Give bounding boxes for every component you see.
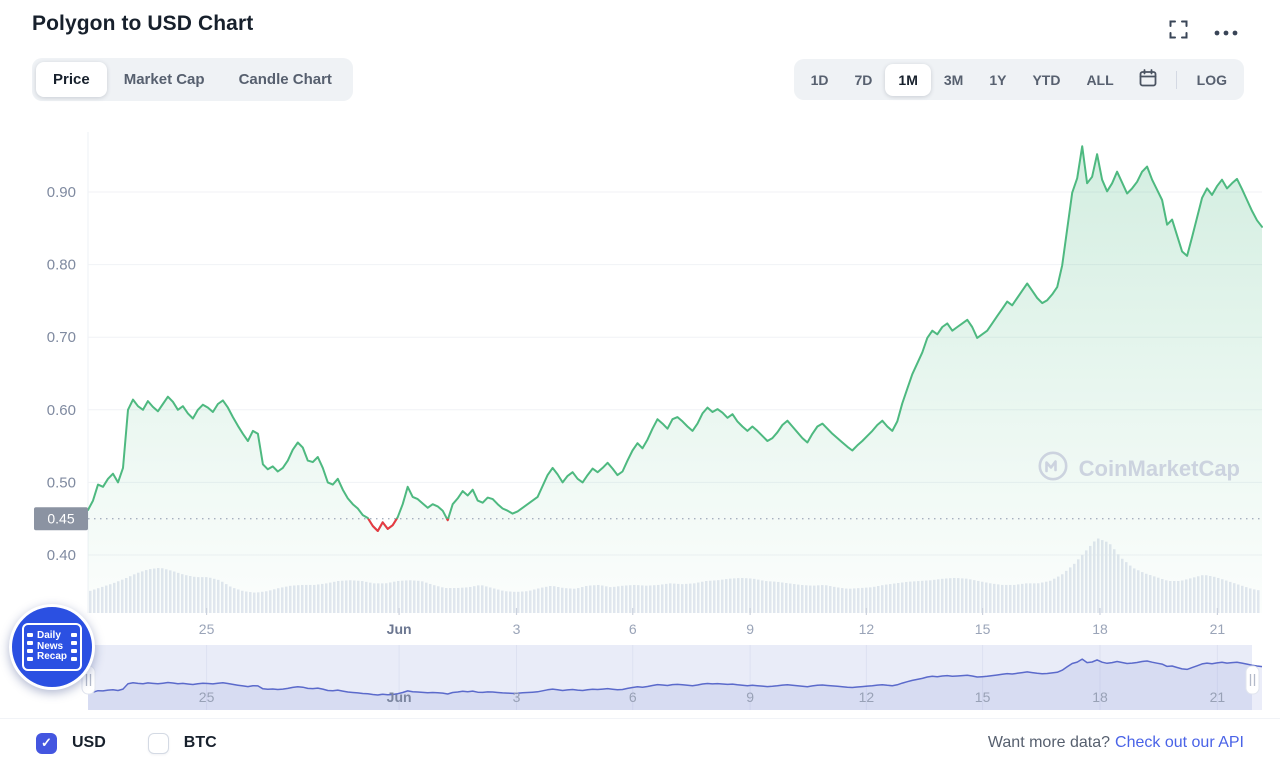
btc-label: BTC: [183, 734, 217, 751]
filmstrip-icon: Daily News Recap: [22, 623, 82, 671]
calendar-icon: [1139, 69, 1157, 90]
svg-text:0.45: 0.45: [47, 511, 74, 527]
range-ytd-button[interactable]: YTD: [1019, 64, 1073, 96]
x-axis-label: 9: [746, 621, 754, 637]
x-axis-label: 12: [859, 621, 875, 637]
x-axis-label: Jun: [387, 621, 412, 637]
daily-news-recap-badge[interactable]: Daily News Recap: [9, 604, 95, 690]
navigator-label: 18: [1092, 689, 1108, 705]
tab-price[interactable]: Price: [36, 62, 107, 97]
tab-market-cap[interactable]: Market Cap: [107, 62, 222, 97]
usd-checkbox[interactable]: [36, 732, 57, 754]
y-axis-label: 0.40: [47, 547, 76, 564]
x-axis-label: 15: [975, 621, 991, 637]
time-range-toolbar: 1D 7D 1M 3M 1Y YTD ALL LOG: [793, 59, 1244, 100]
chart-region: 0.90 0.80 0.70 0.60 0.50 0.40 25 Jun 3 6 9 12 15 18 21…: [0, 108, 1280, 718]
price-chart[interactable]: 0.90 0.80 0.70 0.60 0.50 0.40 25 Jun 3 6 9 12 15 18 21…: [0, 108, 1280, 718]
x-axis: 25 Jun 3 6 9 12 15 18 21: [199, 608, 1226, 637]
chart-toolbar: Price Market Cap Candle Chart 1D 7D 1M 3…: [0, 58, 1280, 101]
navigator-handle-right[interactable]: [1245, 665, 1260, 695]
y-axis-label: 0.70: [47, 329, 76, 346]
api-link[interactable]: Check out our API: [1115, 734, 1244, 751]
toolbar-divider: [1175, 70, 1177, 89]
navigator-label: 21: [1210, 689, 1226, 705]
y-axis-label: 0.50: [47, 474, 76, 491]
chart-header: Polygon to USD Chart: [0, 0, 1280, 42]
navigator-line: [87, 658, 1263, 696]
page-title: Polygon to USD Chart: [32, 12, 254, 35]
navigator-label: 12: [859, 689, 875, 705]
range-3m-button[interactable]: 3M: [931, 64, 976, 96]
log-scale-toggle[interactable]: LOG: [1184, 64, 1240, 96]
range-1m-button[interactable]: 1M: [885, 63, 931, 96]
x-axis-label: 3: [513, 621, 521, 637]
range-1d-button[interactable]: 1D: [798, 64, 842, 96]
navigator-label: 6: [629, 689, 637, 705]
x-axis-label: 25: [199, 621, 215, 637]
price-area: [88, 146, 1262, 614]
y-axis-label: 0.90: [47, 184, 76, 201]
api-prompt-text: Want more data?: [987, 734, 1111, 751]
btc-checkbox[interactable]: [147, 732, 169, 754]
navigator-label: 9: [746, 689, 754, 705]
fullscreen-icon: [1169, 20, 1188, 42]
reference-price-badge: 0.45: [34, 507, 88, 531]
x-axis-label: 18: [1092, 621, 1108, 637]
range-1y-button[interactable]: 1Y: [976, 64, 1019, 96]
date-range-picker-button[interactable]: [1127, 63, 1169, 96]
chart-footer: USD BTC Want more data?Check out our API: [0, 718, 1280, 767]
navigator-label: Jun: [387, 689, 412, 705]
price-line: [87, 145, 1263, 532]
navigator[interactable]: 25 Jun 3 6 9 12 15 18 21: [81, 645, 1263, 710]
ellipsis-icon: [1214, 24, 1238, 39]
btc-toggle[interactable]: BTC: [147, 732, 217, 754]
chart-type-tabs: Price Market Cap Candle Chart: [32, 58, 353, 101]
x-axis-label: 21: [1210, 621, 1226, 637]
navigator-label: 25: [199, 689, 215, 705]
x-axis-label: 6: [629, 621, 637, 637]
navigator-label: 15: [975, 689, 991, 705]
tab-candle-chart[interactable]: Candle Chart: [222, 62, 349, 97]
range-all-button[interactable]: ALL: [1073, 64, 1126, 96]
y-axis-label: 0.60: [47, 402, 76, 419]
y-axis-label: 0.80: [47, 257, 76, 274]
more-options-button[interactable]: [1214, 24, 1238, 39]
range-7d-button[interactable]: 7D: [842, 64, 886, 96]
usd-label: USD: [72, 734, 106, 751]
navigator-label: 3: [513, 689, 521, 705]
fullscreen-button[interactable]: [1169, 20, 1188, 42]
usd-toggle[interactable]: USD: [36, 732, 106, 754]
